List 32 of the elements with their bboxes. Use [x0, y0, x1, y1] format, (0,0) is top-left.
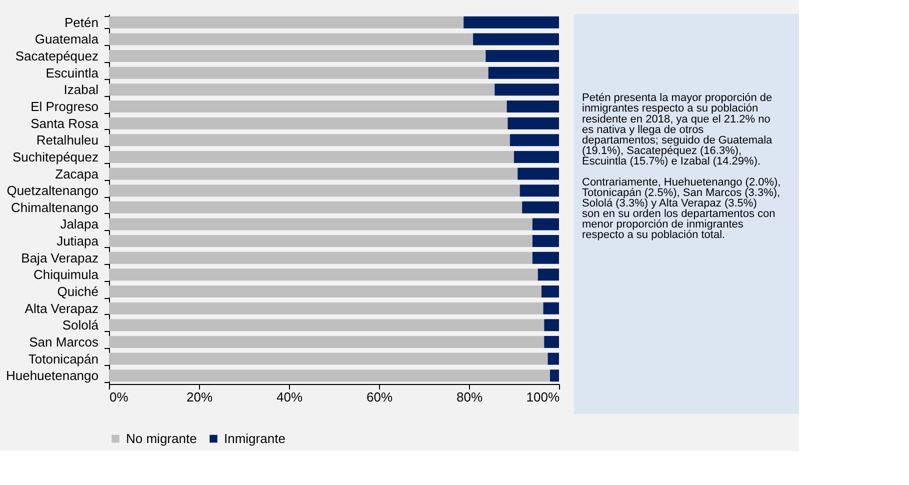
text: Petén presenta la mayor proporción de inmigrantes respecto a su población residente en 2018, ya que el 21.2% no es nativa y llega de otros departamentos; seguido de Guatemala (19.1%), Sacatepéquez (16.3%), Escuintla (15.7%) e Izabal (14.29%).	[582, 92, 774, 168]
y-tick-label: Chiquimula	[33, 267, 100, 282]
y-tick-label: Jalapa	[60, 216, 100, 232]
legend-label: No migrante	[126, 430, 197, 446]
y-tick-label: San Marcos	[29, 334, 99, 350]
y-tick-label: Petén	[64, 14, 98, 30]
y-tick-label: El Progreso	[30, 99, 98, 114]
text: Contrariamente, Huehuetenango (2.0%), Totonicapán (2.5%), San Marcos (3.3%), Sololá (3.3%) y Alta Verapaz (3.5%) son en su orden los departamentos con menor proporción de inmigrantes respecto a su población total.	[582, 176, 781, 242]
y-tick-label: Izabal	[64, 82, 99, 98]
y-tick-label: Huehuetenango	[6, 368, 98, 384]
x-tick-label: 20%	[186, 390, 213, 404]
y-tick-label: Guatemala	[34, 32, 100, 47]
x-tick-label: 60%	[366, 390, 393, 404]
y-tick-label: Alta Verapaz	[24, 300, 98, 316]
y-tick-label: Santa Rosa	[30, 116, 100, 131]
y-tick-label: Baja Verapaz	[21, 250, 98, 266]
y-tick-label: Zacapa	[55, 166, 100, 182]
y-tick-label: Sacatepéquez	[15, 48, 98, 64]
y-tick-label: Chimaltenango	[11, 200, 98, 215]
x-tick-label: 100%	[526, 390, 560, 404]
y-tick-label: Quiché	[57, 284, 98, 299]
legend-label: Inmigrante	[224, 430, 286, 446]
x-tick-label: 40%	[276, 390, 303, 404]
y-tick-label: Jutiapa	[56, 234, 100, 249]
y-tick-label: Suchitepéquez	[12, 149, 98, 164]
y-tick-label: Totonicapán	[28, 351, 98, 366]
y-tick-label: Quetzaltenango	[6, 183, 98, 198]
y-tick-label: Sololá	[62, 318, 100, 333]
x-tick-label: 80%	[456, 390, 483, 404]
x-tick-label: 0%	[110, 390, 129, 404]
y-tick-label: Escuintla	[46, 65, 100, 80]
y-tick-label: Retalhuleu	[36, 132, 98, 148]
